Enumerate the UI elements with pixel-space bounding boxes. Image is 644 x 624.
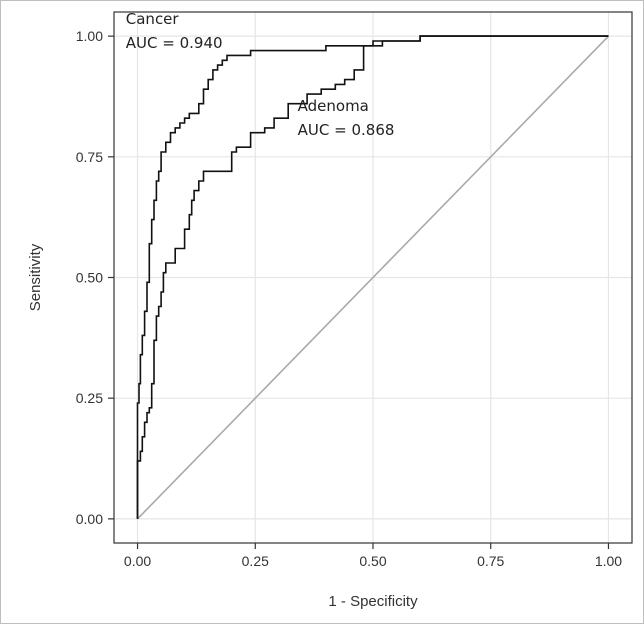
y-tick-label: 1.00	[76, 28, 103, 44]
series-layer	[136, 35, 609, 519]
y-tick-label: 0.50	[76, 270, 103, 286]
y-tick-label: 0.00	[76, 511, 103, 527]
x-tick-label: 1.00	[595, 553, 622, 569]
y-tick-label: 0.75	[76, 149, 103, 165]
x-tick-label: 0.25	[242, 553, 269, 569]
roc-curve-adenoma	[136, 35, 609, 519]
roc-curve-cancer	[136, 35, 609, 519]
x-tick-label: 0.50	[359, 553, 386, 569]
annotation-cancer-auc: AUC = 0.940	[126, 34, 223, 52]
reference-diagonal	[136, 35, 610, 520]
annotation-cancer-label: Cancer	[126, 10, 180, 28]
x-axis-title: 1 - Specificity	[328, 593, 418, 610]
x-tick-label: 0.00	[124, 553, 151, 569]
y-axis-title: Sensitivity	[27, 243, 44, 311]
annotation-adenoma-auc: AUC = 0.868	[298, 121, 395, 139]
x-tick-label: 0.75	[477, 553, 504, 569]
y-tick-label: 0.25	[76, 390, 103, 406]
axis-layer: 0.00 0.25 0.50 0.75 1.00 0.00 0.25 0.50 0.75 1.00	[76, 28, 623, 569]
annotation-adenoma-label: Adenoma	[298, 97, 369, 115]
